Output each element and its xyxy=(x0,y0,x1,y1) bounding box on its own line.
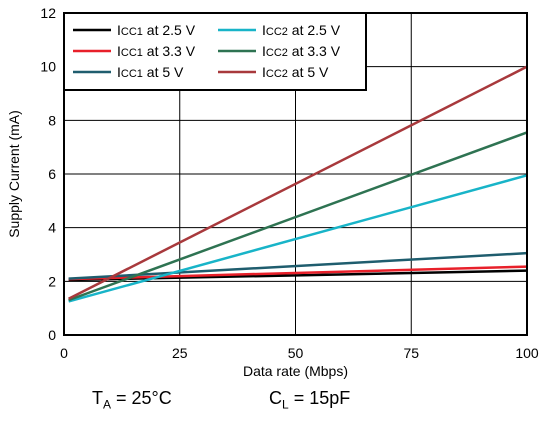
legend: ICC1 at 2.5 V ICC1 at 3.3 V ICC1 at 5 V ICC… xyxy=(63,12,367,91)
temperature-condition: TA = 25°C xyxy=(92,388,172,412)
y-tick-label: 12 xyxy=(40,5,56,21)
series-line xyxy=(68,65,528,300)
x-axis-title: Data rate (Mbps) xyxy=(243,363,348,379)
x-tick-label: 100 xyxy=(515,345,539,361)
load-capacitance-condition: CL = 15pF xyxy=(269,388,351,412)
y-tick-label: 8 xyxy=(48,112,56,128)
series-line xyxy=(68,131,528,302)
y-tick-label: 2 xyxy=(48,273,56,289)
y-tick-label: 10 xyxy=(40,59,56,75)
x-tick-label: 75 xyxy=(403,345,419,361)
tick-labels: 0 25 50 75 100 0 2 4 6 8 10 12 xyxy=(40,5,538,361)
series-line xyxy=(68,269,528,282)
legend-entry: ICC1 at 2.5 V xyxy=(117,22,196,38)
y-tick-label: 4 xyxy=(48,220,56,236)
x-tick-label: 0 xyxy=(60,345,68,361)
x-tick-label: 25 xyxy=(172,345,188,361)
legend-entry: ICC2 at 3.3 V xyxy=(262,43,341,59)
y-tick-label: 0 xyxy=(48,327,56,343)
legend-entry: ICC1 at 3.3 V xyxy=(117,43,196,59)
legend-entry: ICC2 at 2.5 V xyxy=(262,22,341,38)
series-line xyxy=(68,265,528,281)
y-axis-title: Supply Current (mA) xyxy=(6,110,22,238)
legend-box xyxy=(63,12,367,91)
series-line xyxy=(68,174,528,303)
x-tick-label: 50 xyxy=(288,345,304,361)
legend-entry: ICC1 at 5 V xyxy=(117,64,184,80)
legend-entry: ICC2 at 5 V xyxy=(262,64,329,80)
y-tick-label: 6 xyxy=(48,166,56,182)
series-line xyxy=(68,251,528,280)
series-lines xyxy=(68,65,528,303)
